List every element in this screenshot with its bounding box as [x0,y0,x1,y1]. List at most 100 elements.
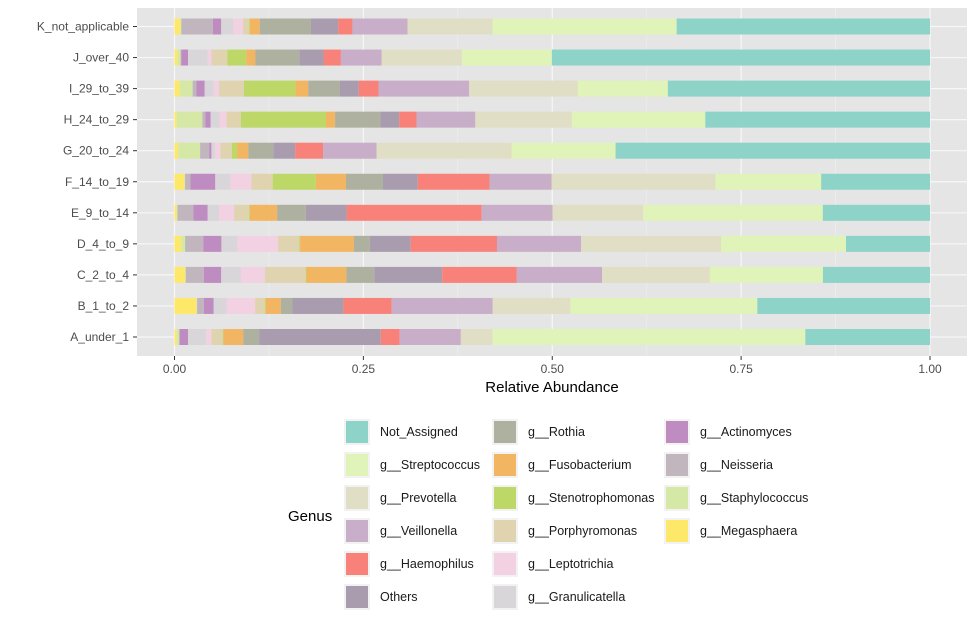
legend-item: g__Prevotella [344,481,480,514]
y-tick-label: D_4_to_9 [77,237,129,251]
bar-F_14_to_19 [174,173,930,190]
legend-key-swatch [344,484,370,511]
y-axis: A_under_1 B_1_to_2 C_2_to_4 D_4_to_9 E_9_to_… [37,20,137,344]
bar-segment [353,235,370,252]
bar-segment [240,111,327,128]
bar-segment [174,297,197,314]
legend-item: g__Streptococcus [344,448,480,481]
bar-segment [399,329,461,345]
bar-segment [212,18,222,35]
bar-segment [492,18,677,35]
legend-item: g__Porphyromonas [492,514,654,547]
bar-segment [174,173,185,190]
legend-key-swatch [664,517,690,544]
legend-key-swatch [344,550,370,577]
legend-item: g__Veillonella [344,514,480,547]
bar-segment [475,111,572,128]
legend-item: g__Leptotrichia [492,547,654,580]
legend-column: g__Rothia g__Fusobacterium g__Stenotrophom… [492,415,654,613]
legend-key-swatch [492,517,518,544]
bar-segment [757,297,930,314]
bar-segment [207,204,220,221]
y-tick-label: F_14_to_19 [65,175,129,189]
bar-segment [822,266,930,283]
bar-segment [226,297,256,314]
legend-label: g__Leptotrichia [528,556,614,571]
bar-segment [249,18,260,35]
bar-segment [721,235,846,252]
bar-segment [551,49,930,66]
bar-segment [272,173,316,190]
bar-segment [615,142,930,159]
legend-label: g__Veillonella [380,523,458,538]
bar-segment [340,49,382,66]
bar-segment [326,111,336,128]
legend-label: g__Porphyromonas [528,523,638,538]
bar-segment [203,297,214,314]
bar-segment [222,329,224,345]
bar-segment [376,142,512,159]
bar-segment [273,142,296,159]
bar-segment [705,111,930,128]
bar-segment [204,80,214,97]
bar-segment [176,329,180,345]
bar-segment [374,266,443,283]
bar-segment [643,204,823,221]
bar-segment [305,266,307,283]
legend-item: g__Stenotrophomonas [492,481,654,514]
legend-item: g__Staphylococcus [664,481,808,514]
bar-segment [352,18,408,35]
bar-segment [200,142,210,159]
legend-key-swatch [492,418,518,445]
bar-segment [248,142,274,159]
bar-segment [246,49,256,66]
bar-segment [845,235,930,252]
bar-segment [215,173,231,190]
bar-segment [233,18,244,35]
bar-segment [203,235,222,252]
bar-segment [381,49,462,66]
y-tick-label: A_under_1 [70,330,129,344]
bar-segment [805,329,930,345]
legend-key-swatch [344,451,370,478]
bar-segment [213,80,220,97]
bar-segment [176,111,203,128]
bar-segment [210,111,220,128]
bar-segment [410,235,497,252]
bar-segment [308,80,340,97]
bar-segment [213,297,227,314]
bar-segment [369,235,411,252]
bar-segment [577,80,668,97]
x-axis: 0.00 0.25 0.50 0.75 1.00 [163,356,942,376]
bar-segment [345,173,384,190]
bar-segment [492,329,806,345]
bar-segment [211,329,223,345]
bar-segment [196,80,205,97]
legend-item: Others [344,580,480,613]
bar-segment [292,297,344,314]
legend-item: g__Actinomyces [664,415,808,448]
bar-segment [197,297,204,314]
bar-segment [249,204,278,221]
bar-segment [552,204,644,221]
bar-segment [237,142,249,159]
bar-segment [380,111,400,128]
bar-segment [196,297,198,314]
bar-segment [219,111,227,128]
bar-segment [570,297,758,314]
bars [174,18,930,345]
x-tick-label: 0.50 [541,362,565,376]
bar-segment [278,235,300,252]
bar-segment [391,297,493,314]
bar-segment [174,204,177,221]
bar-segment [299,49,324,66]
y-tick-label: I_29_to_39 [69,82,129,96]
bar-segment [180,18,182,35]
bar-segment [227,49,247,66]
bar-segment [179,329,189,345]
legend-item: g__Haemophilus [344,547,480,580]
legend-label: g__Streptococcus [380,457,481,472]
legend-label: Others [380,589,418,604]
bar-segment [177,204,194,221]
bar-segment [174,18,181,35]
